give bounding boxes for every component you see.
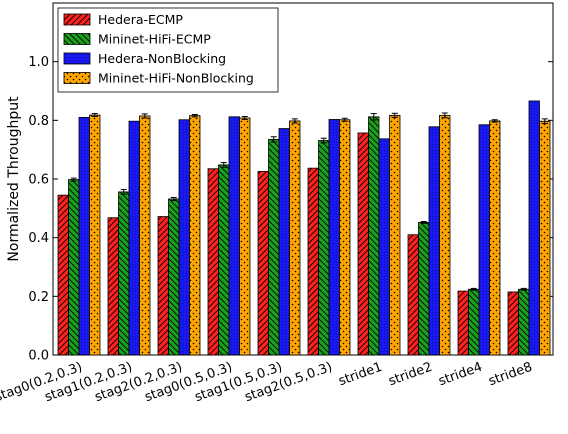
bar (539, 120, 551, 356)
legend-label: Mininet-HiFi-ECMP (98, 32, 211, 47)
bar (357, 132, 369, 356)
bar (378, 138, 390, 356)
bar (268, 138, 280, 356)
legend-box (57, 7, 279, 93)
bar (339, 119, 351, 356)
bar (507, 291, 519, 356)
bar (289, 120, 301, 356)
plot-area: 0.00.20.40.60.81.0stag0(0.2,0.3)stag1(0.… (0, 2, 554, 405)
bar (418, 222, 430, 356)
bar (278, 128, 290, 356)
bar (457, 290, 469, 356)
legend-swatch (63, 33, 91, 45)
bar (439, 114, 451, 356)
y-axis-title: Normalized Throughput (6, 96, 22, 262)
x-tick-label: stride2 (387, 360, 435, 390)
bar (518, 288, 530, 356)
bar (57, 194, 69, 356)
y-tick-label: 0.2 (28, 290, 49, 305)
y-tick-label: 0.6 (28, 173, 49, 188)
bar (68, 179, 80, 356)
bar (78, 117, 90, 356)
bar (307, 167, 319, 356)
y-tick-label: 0.4 (28, 231, 49, 246)
legend-swatch (63, 72, 91, 84)
legend-label: Mininet-HiFi-NonBlocking (98, 71, 254, 86)
bar (468, 288, 480, 356)
bar (328, 119, 340, 356)
bar (178, 119, 190, 356)
bar (128, 120, 140, 356)
bar (407, 234, 419, 356)
y-tick-label: 0.8 (28, 114, 49, 129)
bar (528, 100, 540, 356)
y-tick-label: 0.0 (28, 349, 49, 364)
bar (318, 140, 330, 356)
bar (89, 114, 101, 356)
bar (107, 217, 119, 356)
bar (239, 117, 251, 356)
x-tick-label: stride1 (337, 360, 385, 390)
bar (189, 115, 201, 356)
legend-swatch (63, 13, 91, 26)
bar (368, 116, 380, 356)
bar (207, 168, 219, 356)
x-tick-label: stride4 (437, 360, 485, 390)
bar (228, 116, 240, 356)
bar (218, 164, 230, 356)
bar (478, 124, 490, 356)
legend-label: Hedera-NonBlocking (98, 51, 226, 66)
legend-swatch (63, 52, 91, 65)
bar (489, 120, 501, 356)
bar (157, 216, 169, 356)
y-tick-label: 1.0 (28, 55, 49, 70)
bar (428, 126, 440, 356)
bar (257, 170, 269, 356)
bar (139, 115, 151, 356)
legend-label: Hedera-ECMP (98, 12, 183, 27)
bar (389, 114, 401, 356)
x-tick-label: stride8 (487, 360, 535, 390)
bar (168, 198, 180, 356)
bar (118, 191, 130, 356)
